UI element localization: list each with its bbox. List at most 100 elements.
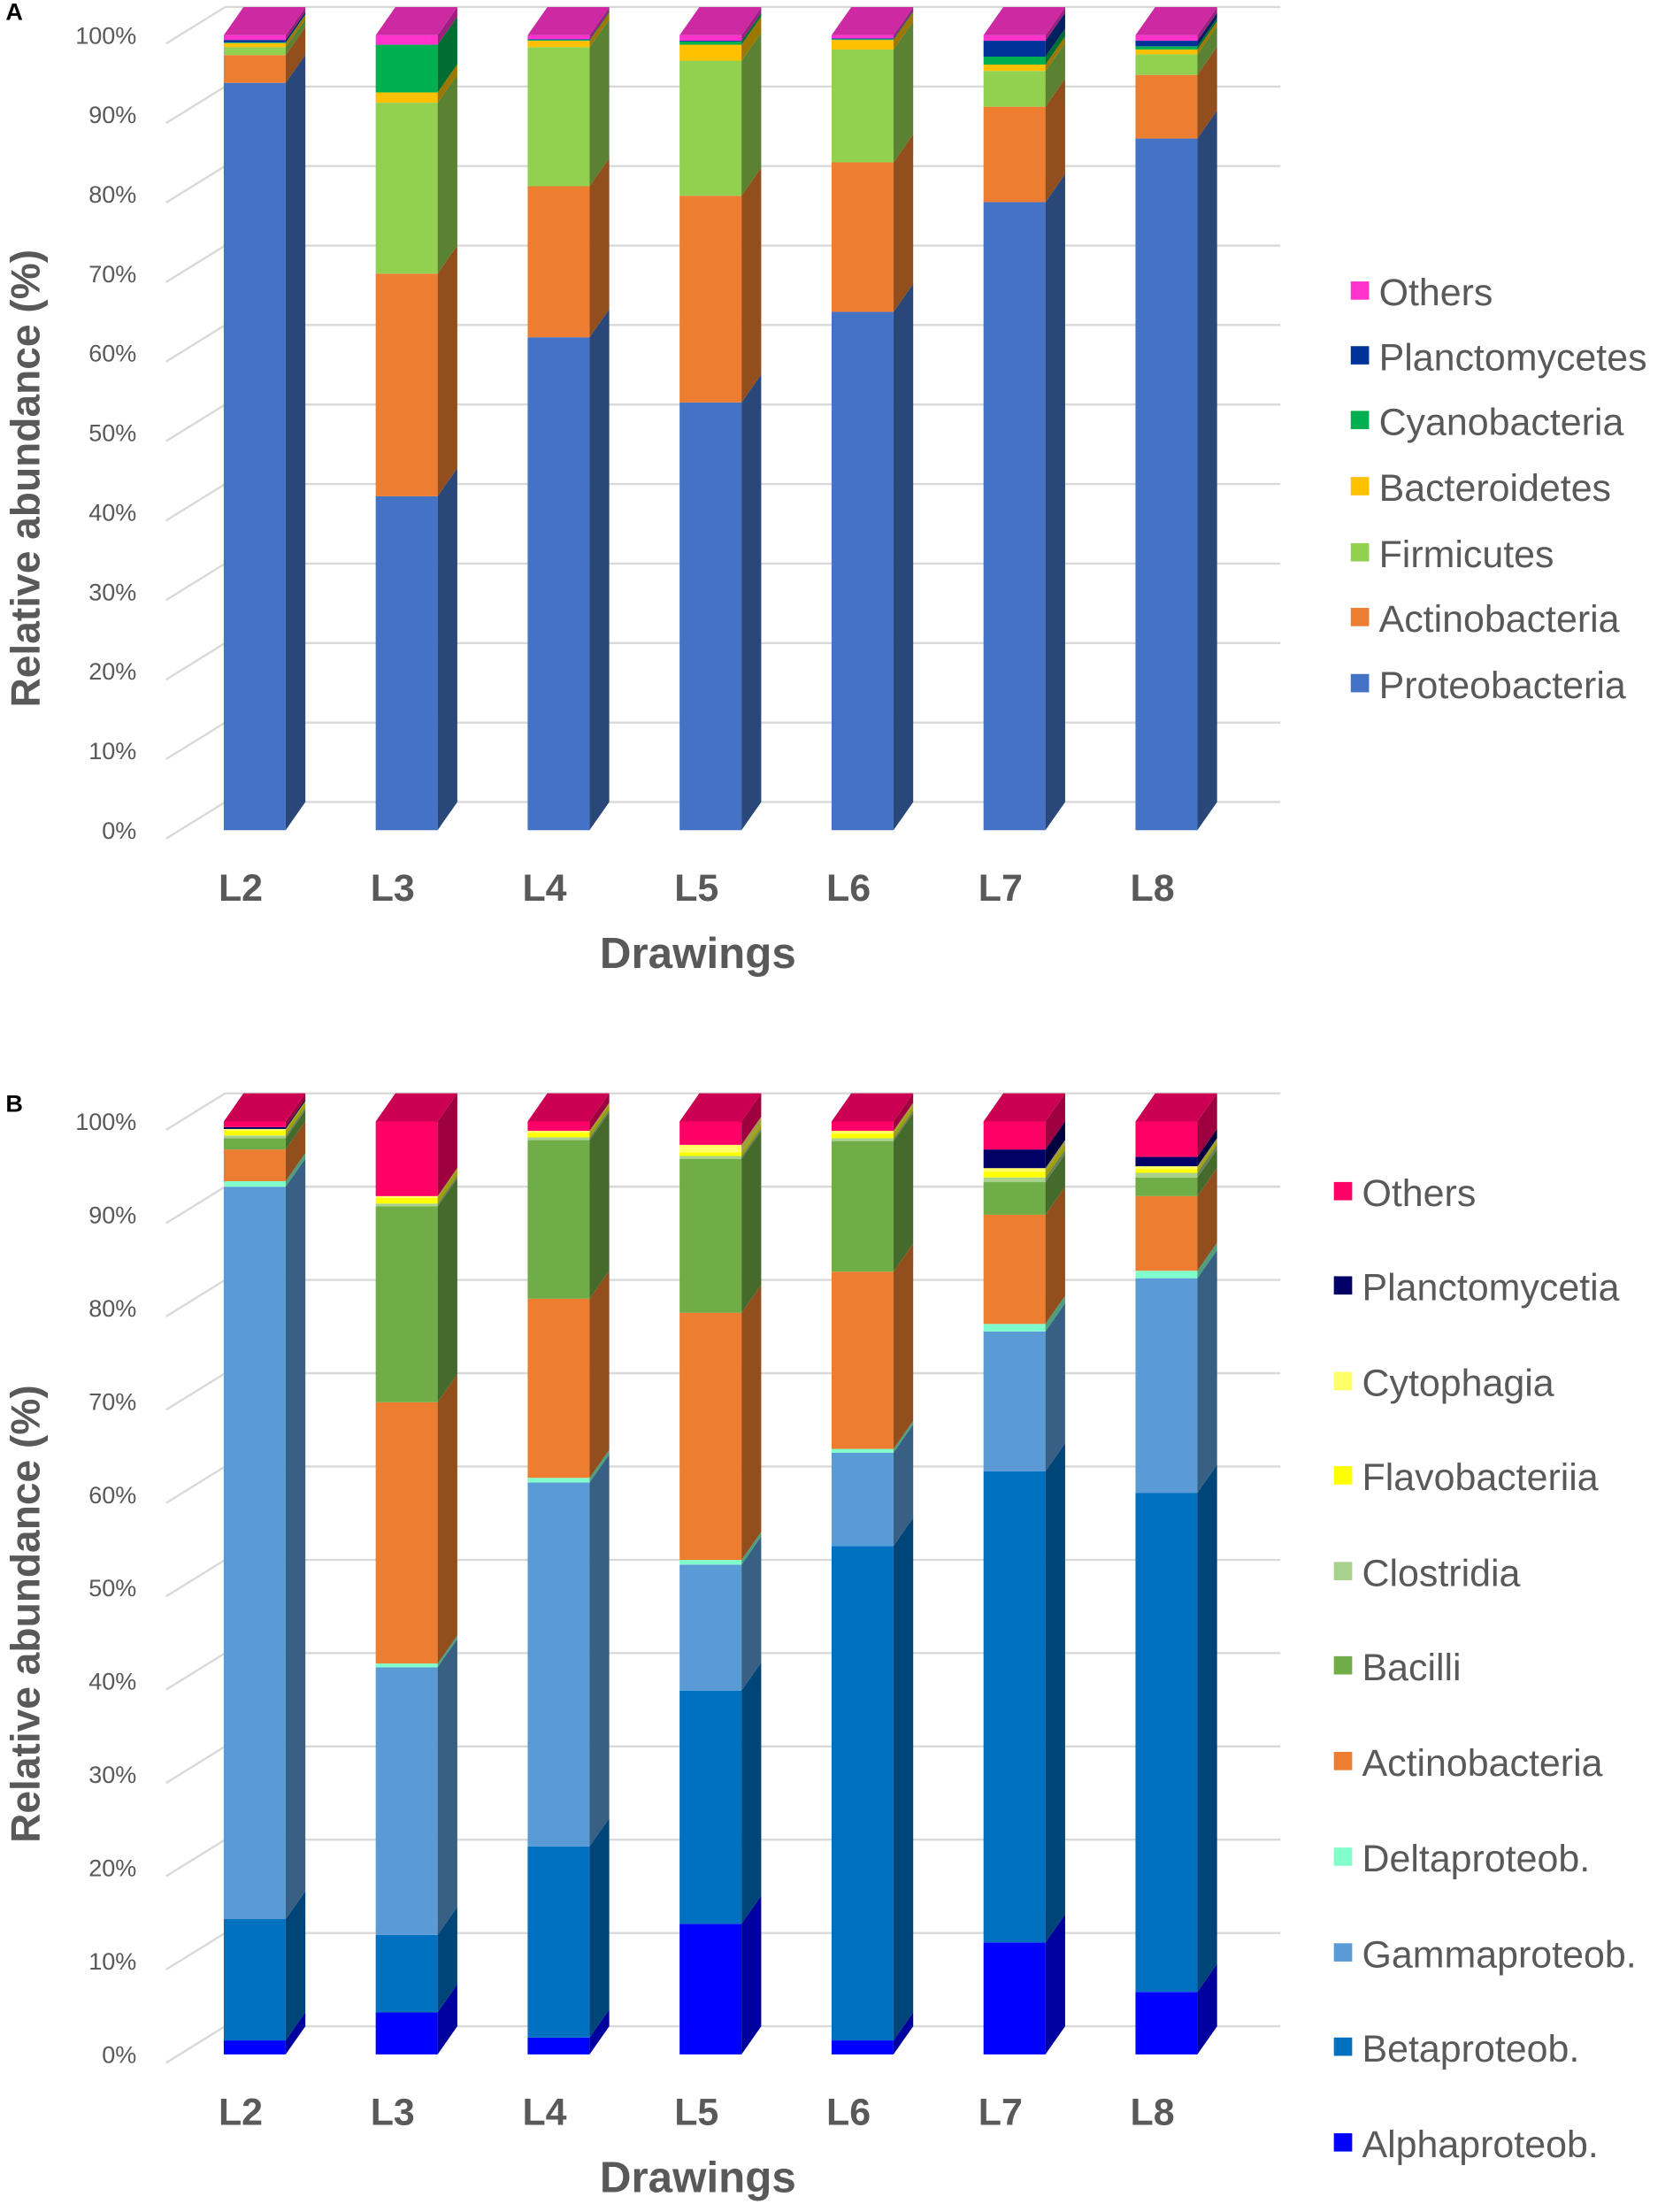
bar-side-l5 (741, 374, 762, 831)
bar-side-l6 (893, 1105, 914, 1139)
bar-side-l7 (1045, 1093, 1065, 1150)
bar-side-l7 (1045, 1187, 1065, 1325)
x-category-label: L6 (826, 2091, 871, 2133)
bar-side-l4 (589, 1093, 610, 1132)
legend-label: Deltaproteob. (1362, 1838, 1590, 1880)
bar-segment-clostridia-l7 (983, 1177, 1046, 1183)
y-tick-label: 60% (88, 1482, 136, 1509)
bar-segment-proteobacteria-l4 (527, 337, 590, 831)
bar-side-l3 (437, 1635, 457, 1668)
bar-side-l5 (741, 1093, 762, 1145)
bar-side-l7 (1045, 1914, 1065, 2055)
x-category-label: L4 (522, 867, 566, 910)
y-tick-label: 80% (88, 181, 136, 208)
legend-swatch (1333, 1181, 1353, 1201)
bar-segment-cyanobacteria-l6 (831, 39, 894, 41)
bar-side-l7 (1045, 6, 1065, 42)
bar-side-l8 (1197, 18, 1217, 50)
bar-segment-betaproteob--l2 (223, 1918, 286, 2041)
y-tick-label: 90% (88, 1202, 136, 1228)
bar-side-l3 (437, 1639, 457, 1935)
bar-segment-cyanobacteria-l7 (983, 57, 1046, 65)
bar-side-l2 (285, 1102, 306, 1136)
bar-side-l2 (285, 1107, 306, 1139)
bar-segment-actinobacteria-l2 (223, 55, 286, 83)
bar-side-l4 (589, 1449, 610, 1483)
bar-side-l5 (741, 12, 762, 42)
legend-swatch (1333, 1276, 1353, 1295)
bar-segment-gammaproteob--l8 (1135, 1278, 1198, 1494)
bar-side-l2 (285, 1093, 306, 1127)
bar-side-l2 (285, 27, 306, 83)
legend-item: Bacteroidetes (1350, 467, 1611, 510)
legend-label: Actinobacteria (1362, 1742, 1602, 1785)
bar-side-l5 (741, 1127, 762, 1159)
bar-segment-proteobacteria-l2 (223, 82, 286, 831)
bar-top-l5 (679, 1093, 762, 1122)
legend-item: Planctomycetes (1350, 336, 1647, 379)
x-category-label: L6 (826, 867, 871, 910)
bar-segment-deltaproteob--l4 (527, 1478, 590, 1483)
bar-side-l2 (285, 1101, 306, 1132)
legend-label: Betaproteob. (1362, 2028, 1579, 2070)
bar-segment-gammaproteob--l2 (223, 1187, 286, 1919)
bar-segment-bacilli-l4 (527, 1140, 590, 1299)
legend-item: Cytophagia (1333, 1363, 1554, 1405)
legend-item: Others (1350, 272, 1493, 314)
bar-segment-betaproteob--l8 (1135, 1493, 1198, 1993)
legend-label: Flavobacteriia (1362, 1456, 1598, 1499)
bar-segment-others-l7 (983, 1121, 1046, 1150)
bar-top-l4 (527, 6, 610, 35)
y-tick-label: 100% (75, 22, 136, 49)
bar-segment-bacteroidetes-l3 (375, 92, 438, 104)
bar-segment-others-l8 (1135, 35, 1198, 42)
bar-segment-actinobacteria-l8 (1135, 74, 1198, 139)
panel-label: B (5, 1090, 23, 1117)
bar-segment-bacilli-l7 (983, 1182, 1046, 1215)
bar-segment-firmicutes-l4 (527, 47, 590, 187)
y-tick-label: 70% (88, 261, 136, 288)
bar-segment-deltaproteob--l3 (375, 1663, 438, 1668)
gridline-diagonal (165, 1652, 226, 1691)
bar-segment-cytophagia-l4 (527, 1131, 590, 1133)
x-category-label: L3 (371, 2091, 415, 2133)
bar-segment-deltaproteob--l8 (1135, 1271, 1198, 1279)
legend-item: Alphaproteob. (1333, 2124, 1599, 2166)
bar-side-l2 (285, 1099, 306, 1129)
legend-label: Planctomycetes (1379, 336, 1647, 379)
gridline-diagonal (165, 1092, 226, 1132)
legend-item: Firmicutes (1350, 534, 1554, 576)
bar-side-l6 (893, 1243, 914, 1449)
x-category-label: L7 (978, 2091, 1023, 2133)
gridline-diagonal (165, 641, 226, 681)
bar-side-l8 (1197, 1148, 1217, 1196)
bar-segment-others-l7 (983, 35, 1046, 42)
bar-side-l8 (1197, 1093, 1217, 1157)
gridline-diagonal (165, 165, 226, 204)
legend-item: Others (1333, 1172, 1476, 1215)
bar-side-l2 (285, 1158, 306, 1919)
bar-side-l8 (1197, 110, 1217, 831)
bar-side-l4 (589, 1111, 610, 1299)
bar-segment-others-l2 (223, 1121, 286, 1127)
bar-segment-flavobacteriia-l7 (983, 1171, 1046, 1178)
bar-segment-deltaproteob--l2 (223, 1180, 286, 1187)
legend-label: Others (1379, 272, 1493, 314)
x-axis-title: Drawings (600, 2154, 796, 2202)
bar-segment-planctomycetes-l2 (223, 40, 286, 42)
bar-side-l7 (1045, 173, 1065, 831)
bar-side-l6 (893, 10, 914, 40)
bar-top-l6 (831, 1093, 914, 1122)
bar-side-l8 (1197, 1249, 1217, 1494)
bar-segment-alphaproteob--l3 (375, 2012, 438, 2055)
bar-side-l2 (285, 1891, 306, 2041)
bar-side-l3 (437, 1374, 457, 1664)
legend-item: Clostridia (1333, 1552, 1521, 1594)
bar-side-l3 (437, 245, 457, 496)
bar-side-l2 (285, 19, 306, 56)
y-tick-label: 40% (88, 1669, 136, 1695)
legend-item: Flavobacteriia (1333, 1456, 1599, 1499)
gridline-diagonal (165, 801, 226, 840)
bar-segment-alphaproteob--l8 (1135, 1992, 1198, 2055)
bar-segment-firmicutes-l7 (983, 71, 1046, 107)
